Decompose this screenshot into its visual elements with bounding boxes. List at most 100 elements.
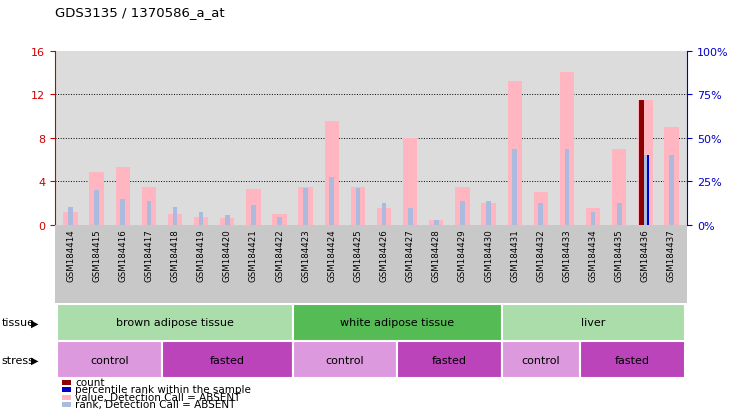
Bar — [507, 82, 522, 225]
Bar — [482, 204, 496, 225]
Text: rank, Detection Call = ABSENT: rank, Detection Call = ABSENT — [75, 399, 235, 409]
Bar — [501, 342, 580, 378]
Bar — [639, 100, 644, 225]
Text: GSM184436: GSM184436 — [641, 229, 650, 282]
Text: brown adipose tissue: brown adipose tissue — [116, 318, 234, 328]
Bar — [586, 209, 600, 225]
Bar — [355, 188, 360, 225]
Bar — [68, 208, 73, 225]
Text: GSM184429: GSM184429 — [458, 229, 467, 282]
Bar — [560, 73, 574, 225]
Bar — [617, 204, 621, 225]
Bar — [351, 187, 365, 225]
Bar — [501, 304, 684, 341]
Bar — [638, 100, 653, 225]
Bar — [277, 218, 282, 225]
Bar — [173, 208, 178, 225]
Text: fasted: fasted — [432, 355, 467, 365]
Bar — [455, 187, 469, 225]
Bar — [647, 156, 649, 225]
Bar — [89, 173, 104, 225]
Bar — [330, 178, 334, 225]
Bar — [194, 218, 208, 225]
Bar — [382, 204, 387, 225]
Bar — [591, 212, 596, 225]
Bar — [408, 209, 412, 225]
Bar — [669, 156, 674, 225]
Text: fasted: fasted — [615, 355, 650, 365]
Bar — [564, 149, 569, 225]
Bar — [612, 149, 626, 225]
Bar — [225, 215, 230, 225]
Text: GSM184424: GSM184424 — [327, 229, 336, 282]
Text: GSM184417: GSM184417 — [145, 229, 154, 282]
Text: GSM184414: GSM184414 — [66, 229, 75, 282]
Bar — [403, 138, 417, 225]
Bar — [273, 214, 287, 225]
Bar — [539, 204, 543, 225]
Bar — [397, 342, 501, 378]
Text: GSM184435: GSM184435 — [615, 229, 624, 282]
Text: fasted: fasted — [210, 355, 245, 365]
Text: GSM184418: GSM184418 — [170, 229, 180, 282]
Text: GSM184420: GSM184420 — [223, 229, 232, 282]
Bar — [643, 156, 648, 225]
Text: GSM184437: GSM184437 — [667, 229, 676, 282]
Bar — [434, 221, 439, 225]
Bar — [298, 187, 313, 225]
Text: GSM184425: GSM184425 — [353, 229, 363, 282]
Text: control: control — [91, 355, 129, 365]
Text: ▶: ▶ — [31, 355, 39, 365]
Text: GSM184427: GSM184427 — [406, 229, 414, 282]
Bar — [58, 342, 162, 378]
Bar — [580, 342, 684, 378]
Text: GSM184432: GSM184432 — [537, 229, 545, 282]
Bar — [292, 304, 501, 341]
Text: control: control — [325, 355, 364, 365]
Bar — [220, 218, 235, 225]
Bar — [325, 122, 339, 225]
Text: count: count — [75, 377, 105, 387]
Text: GSM184433: GSM184433 — [562, 229, 572, 282]
Bar — [512, 149, 517, 225]
Text: GSM184426: GSM184426 — [379, 229, 389, 282]
Bar — [429, 221, 444, 225]
Text: percentile rank within the sample: percentile rank within the sample — [75, 385, 251, 394]
Bar — [115, 168, 130, 225]
Text: stress: stress — [1, 355, 34, 365]
Bar — [246, 189, 260, 225]
Text: GSM184416: GSM184416 — [118, 229, 127, 282]
Text: GSM184419: GSM184419 — [197, 229, 205, 282]
Bar — [486, 201, 491, 225]
Bar — [292, 342, 397, 378]
Text: GSM184430: GSM184430 — [484, 229, 493, 282]
Bar — [534, 192, 548, 225]
Bar — [251, 206, 256, 225]
Bar — [58, 304, 292, 341]
Text: control: control — [521, 355, 560, 365]
Text: value, Detection Call = ABSENT: value, Detection Call = ABSENT — [75, 392, 240, 402]
Bar — [94, 190, 99, 225]
Bar — [162, 342, 292, 378]
Text: GSM184423: GSM184423 — [301, 229, 310, 282]
Bar — [377, 209, 391, 225]
Text: GSM184422: GSM184422 — [275, 229, 284, 282]
Text: GSM184431: GSM184431 — [510, 229, 519, 282]
Text: GDS3135 / 1370586_a_at: GDS3135 / 1370586_a_at — [55, 6, 224, 19]
Text: white adipose tissue: white adipose tissue — [340, 318, 454, 328]
Text: GSM184434: GSM184434 — [588, 229, 597, 282]
Text: liver: liver — [581, 318, 605, 328]
Text: GSM184428: GSM184428 — [432, 229, 441, 282]
Bar — [142, 187, 156, 225]
Bar — [664, 128, 678, 225]
Text: GSM184415: GSM184415 — [92, 229, 101, 282]
Bar — [121, 199, 125, 225]
Text: GSM184421: GSM184421 — [249, 229, 258, 282]
Bar — [303, 188, 308, 225]
Bar — [199, 212, 203, 225]
Text: tissue: tissue — [1, 318, 34, 328]
Text: ▶: ▶ — [31, 318, 39, 328]
Bar — [64, 212, 77, 225]
Bar — [460, 201, 465, 225]
Bar — [168, 214, 182, 225]
